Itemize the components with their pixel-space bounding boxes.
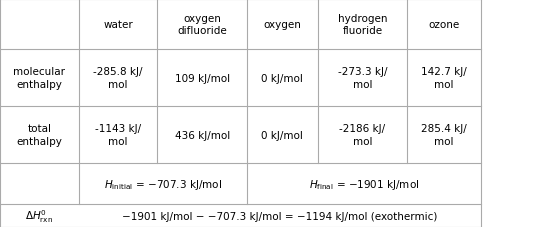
Text: molecular
enthalpy: molecular enthalpy	[14, 67, 65, 89]
Text: -1143 kJ/
mol: -1143 kJ/ mol	[95, 124, 141, 146]
Text: oxygen
difluoride: oxygen difluoride	[178, 14, 227, 36]
Text: 0 kJ/mol: 0 kJ/mol	[261, 73, 304, 83]
Text: hydrogen
fluoride: hydrogen fluoride	[338, 14, 387, 36]
Text: water: water	[103, 20, 133, 30]
Text: 285.4 kJ/
mol: 285.4 kJ/ mol	[421, 124, 467, 146]
Text: 0 kJ/mol: 0 kJ/mol	[261, 130, 304, 140]
Text: -273.3 kJ/
mol: -273.3 kJ/ mol	[338, 67, 387, 89]
Text: -2186 kJ/
mol: -2186 kJ/ mol	[339, 124, 386, 146]
Text: $\Delta H^0_\mathrm{rxn}$: $\Delta H^0_\mathrm{rxn}$	[26, 207, 53, 224]
Text: -285.8 kJ/
mol: -285.8 kJ/ mol	[93, 67, 143, 89]
Text: $H_\mathrm{final}$ = −1901 kJ/mol: $H_\mathrm{final}$ = −1901 kJ/mol	[308, 177, 419, 191]
Text: $H_\mathrm{initial}$ = −707.3 kJ/mol: $H_\mathrm{initial}$ = −707.3 kJ/mol	[104, 177, 222, 191]
Text: 109 kJ/mol: 109 kJ/mol	[175, 73, 230, 83]
Text: total
enthalpy: total enthalpy	[16, 124, 62, 146]
Text: −1901 kJ/mol − −707.3 kJ/mol = −1194 kJ/mol (exothermic): −1901 kJ/mol − −707.3 kJ/mol = −1194 kJ/…	[122, 211, 437, 221]
Text: 142.7 kJ/
mol: 142.7 kJ/ mol	[421, 67, 467, 89]
Text: oxygen: oxygen	[263, 20, 301, 30]
Text: ozone: ozone	[428, 20, 459, 30]
Text: 436 kJ/mol: 436 kJ/mol	[175, 130, 230, 140]
